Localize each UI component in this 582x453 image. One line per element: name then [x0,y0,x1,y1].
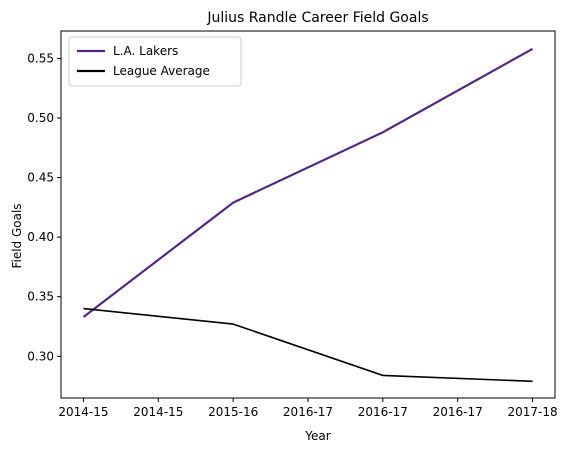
x-tick-label: 2017-18 [507,405,557,419]
y-tick-label: 0.40 [27,230,54,244]
y-tick-label: 0.35 [27,290,54,304]
x-tick-label: 2016-17 [433,405,483,419]
series-line-1 [83,307,533,383]
x-tick-label: 2014-15 [58,405,108,419]
y-tick-label: 0.50 [27,111,54,125]
x-tick-label: 2016-17 [358,405,408,419]
legend: L.A. Lakers League Average [68,36,242,87]
x-axis-label: Year [304,429,330,443]
series-line-0 [82,47,534,318]
x-tick-label: 2014-15 [133,405,183,419]
y-tick-label: 0.30 [27,349,54,363]
legend-label-1: League Average [113,64,210,78]
legend-box [68,36,242,87]
y-tick-label: 0.55 [27,51,54,65]
y-tick-label: 0.45 [27,171,54,185]
chart-title: Julius Randle Career Field Goals [206,10,428,26]
y-axis-label: Field Goals [10,203,24,268]
legend-label-0: L.A. Lakers [113,44,178,58]
x-tick-label: 2015-16 [208,405,258,419]
plot-area: 2014-15 2014-15 2015-16 2016-17 2016-17 2016-… [27,30,558,419]
x-tick-label: 2016-17 [283,405,333,419]
